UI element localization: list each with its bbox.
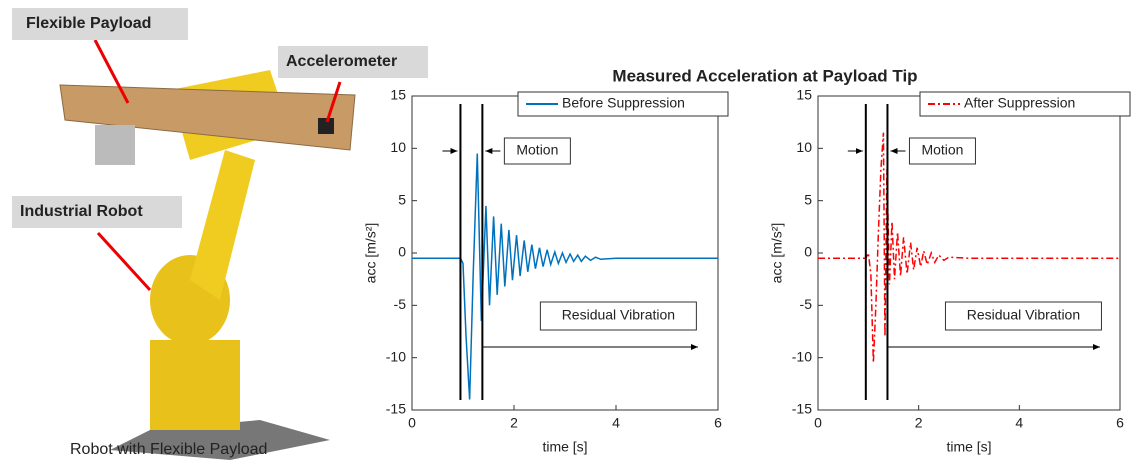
x-axis-label: time [s] — [542, 439, 587, 455]
x-tick-label: 6 — [714, 415, 722, 431]
annotation: Residual Vibration — [967, 307, 1080, 323]
y-tick-label: -10 — [792, 348, 812, 364]
y-axis-label: acc [m/s²] — [769, 223, 785, 284]
x-axis-label: time [s] — [946, 439, 991, 455]
x-tick-label: 4 — [1015, 415, 1023, 431]
annotation-box — [944, 301, 1102, 331]
y-tick-label: -10 — [386, 348, 406, 364]
x-tick-label: 0 — [408, 415, 416, 431]
x-tick-label: 4 — [612, 415, 620, 431]
y-axis-label: acc [m/s²] — [363, 223, 379, 284]
y-tick-label: 10 — [796, 139, 812, 155]
figure-title: Measured Acceleration at Payload Tip — [612, 66, 917, 85]
accelerometer-label: Accelerometer — [286, 53, 397, 70]
x-tick-label: 0 — [814, 415, 822, 431]
annotation-box — [503, 137, 571, 165]
robot-label: Industrial Robot — [20, 203, 143, 220]
annotation-box — [908, 137, 976, 165]
y-tick-label: 0 — [804, 244, 812, 260]
y-tick-label: -15 — [792, 401, 812, 417]
y-tick-label: -15 — [386, 401, 406, 417]
x-tick-label: 2 — [510, 415, 518, 431]
data-line — [412, 153, 718, 400]
annotation-box — [539, 301, 697, 331]
y-tick-label: 5 — [398, 191, 406, 207]
data-line — [818, 132, 1120, 363]
y-tick-label: 5 — [804, 191, 812, 207]
annotation: Motion — [921, 142, 963, 158]
y-tick-label: 10 — [390, 139, 406, 155]
caption: Robot with Flexible Payload — [70, 441, 267, 458]
annotation: Residual Vibration — [562, 307, 675, 323]
y-tick-label: -5 — [394, 296, 407, 312]
x-tick-label: 6 — [1116, 415, 1124, 431]
robot-photo: Flexible Payload Accelerometer Industria… — [12, 8, 428, 460]
annotation: Motion — [516, 142, 558, 158]
y-tick-label: 15 — [390, 87, 406, 103]
legend-label: Before Suppression — [562, 95, 685, 111]
legend-label: After Suppression — [964, 95, 1075, 111]
y-tick-label: 15 — [796, 87, 812, 103]
y-tick-label: 0 — [398, 244, 406, 260]
payload-label: Flexible Payload — [26, 15, 151, 32]
y-tick-label: -5 — [800, 296, 813, 312]
x-tick-label: 2 — [915, 415, 923, 431]
